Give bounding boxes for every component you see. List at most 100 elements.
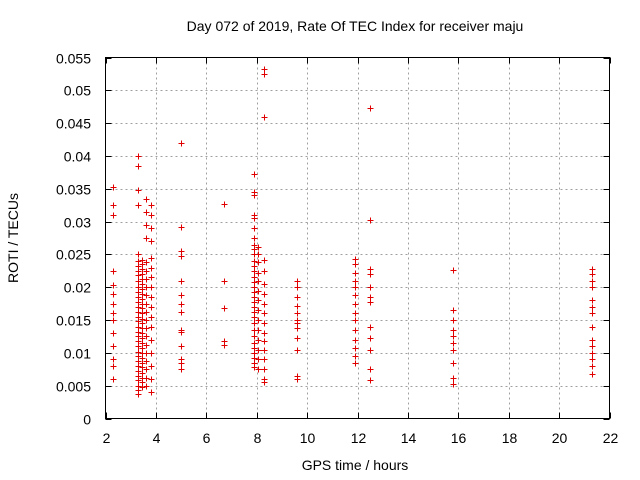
data-point (255, 270, 262, 277)
x-tick-label: 4 (153, 430, 161, 446)
data-point (148, 238, 155, 245)
data-point (143, 383, 150, 390)
data-point (178, 360, 185, 367)
data-point (148, 337, 155, 344)
data-point (135, 272, 142, 279)
data-point (178, 140, 185, 147)
data-point (261, 291, 268, 298)
data-point (294, 376, 301, 383)
data-point (255, 366, 262, 373)
data-point (143, 196, 150, 203)
x-tick-label: 14 (401, 430, 417, 446)
data-point (589, 304, 596, 311)
data-point (255, 259, 262, 266)
data-point (352, 270, 359, 277)
data-point (450, 267, 457, 274)
data-point (261, 301, 268, 308)
x-tick-label: 12 (351, 430, 367, 446)
x-tick-label: 6 (203, 430, 211, 446)
data-point (261, 320, 268, 327)
data-point (294, 278, 301, 285)
data-point (251, 171, 258, 178)
data-point (261, 338, 268, 345)
data-point (352, 278, 359, 285)
data-point (178, 366, 185, 373)
y-tick-label: 0.055 (56, 51, 91, 67)
data-point (143, 358, 150, 365)
data-point (261, 257, 268, 264)
data-point (352, 310, 359, 317)
data-point (139, 310, 146, 317)
data-point (589, 363, 596, 370)
data-point (352, 360, 359, 367)
data-point (143, 325, 150, 332)
data-point (261, 366, 268, 373)
data-point (450, 381, 457, 388)
data-point (367, 105, 374, 112)
data-point (135, 251, 142, 258)
data-point (352, 345, 359, 352)
data-point (261, 347, 268, 354)
data-point (294, 335, 301, 342)
data-point (589, 337, 596, 344)
data-point (110, 330, 117, 337)
data-point (251, 333, 258, 340)
data-point (352, 353, 359, 360)
data-point (255, 317, 262, 324)
data-point (148, 324, 155, 331)
y-tick-label: 0.025 (56, 247, 91, 263)
data-point (110, 301, 117, 308)
plot-frame (105, 57, 610, 419)
data-point (352, 261, 359, 268)
data-point (135, 187, 142, 194)
data-point (143, 333, 150, 340)
data-point (367, 335, 374, 342)
data-point (143, 342, 150, 349)
y-axis-label: ROTI / TECUs (5, 193, 21, 283)
data-point (178, 301, 185, 308)
data-point (255, 337, 262, 344)
data-point (352, 317, 359, 324)
data-point (110, 212, 117, 219)
data-point (589, 310, 596, 317)
data-point (367, 217, 374, 224)
data-point (110, 184, 117, 191)
x-tick-label: 22 (603, 430, 619, 446)
data-point (148, 389, 155, 396)
data-point (110, 376, 117, 383)
data-point (135, 391, 142, 398)
data-point (294, 310, 301, 317)
data-point (143, 235, 150, 242)
data-point (251, 235, 258, 242)
data-point (261, 281, 268, 288)
data-point (110, 282, 117, 289)
data-point (110, 291, 117, 298)
data-point (589, 343, 596, 350)
data-point (143, 375, 150, 382)
data-point (261, 310, 268, 317)
data-point (178, 343, 185, 350)
data-point (255, 347, 262, 354)
data-point (261, 268, 268, 275)
data-point (450, 333, 457, 340)
x-tick-label: 18 (502, 430, 518, 446)
data-point (261, 379, 268, 386)
y-tick-label: 0.045 (56, 116, 91, 132)
data-point (148, 284, 155, 291)
y-tick-label: 0.01 (64, 346, 91, 362)
data-point (352, 337, 359, 344)
data-point (143, 309, 150, 316)
data-point (294, 325, 301, 332)
data-point (110, 363, 117, 370)
y-tick-label: 0.02 (64, 280, 91, 296)
data-point (143, 292, 150, 299)
data-point (143, 301, 150, 308)
data-point (148, 363, 155, 370)
data-point (148, 202, 155, 209)
data-point (148, 294, 155, 301)
data-point (352, 327, 359, 334)
data-point (255, 307, 262, 314)
data-point (110, 310, 117, 317)
y-tick-label: 0 (83, 412, 91, 428)
data-point (148, 350, 155, 357)
